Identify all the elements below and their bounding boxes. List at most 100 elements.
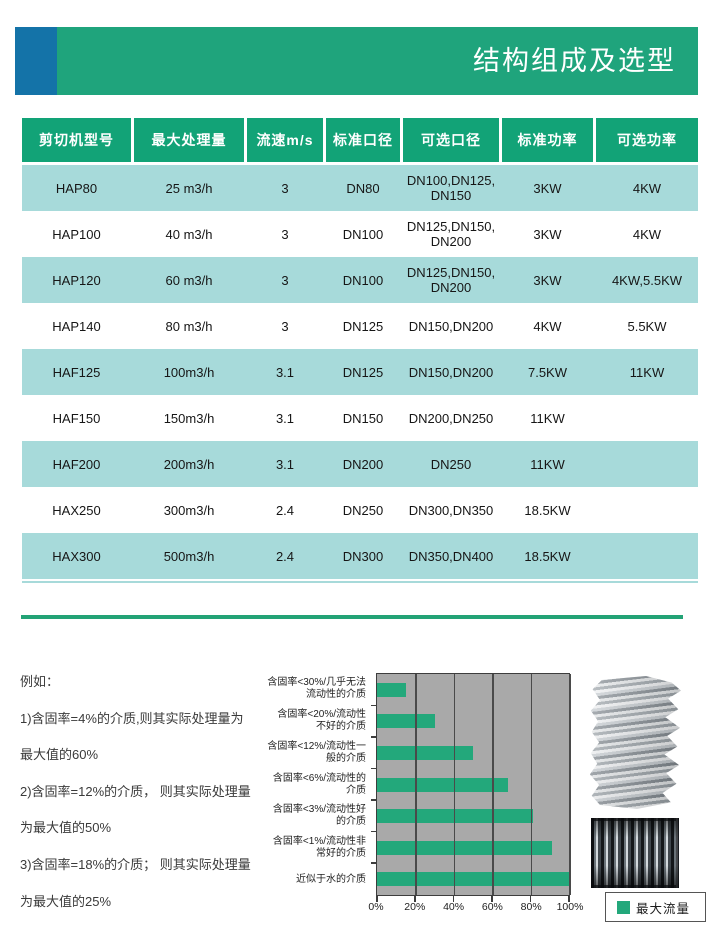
x-axis-label: 60% — [481, 901, 503, 913]
category-label: 近似于水的介质 — [256, 864, 370, 896]
table-cell: DN100,DN125, DN150 — [406, 173, 496, 203]
bar-slot — [377, 800, 569, 832]
category-label-line: 的介质 — [336, 816, 366, 828]
note-line: 2)含固率=12%的介质， 则其实际处理量 — [20, 783, 251, 799]
table-cell: HAP120 — [52, 272, 101, 288]
table-cell: DN150,DN200 — [408, 364, 494, 380]
note-line: 最大值的60% — [20, 747, 99, 763]
table-cell: 2.4 — [275, 502, 295, 518]
table-cell: 4KW — [632, 180, 662, 196]
table-cell: DN300 — [342, 548, 384, 564]
table-cell: 18.5KW — [524, 502, 571, 518]
table-cell: 11KW — [629, 364, 665, 380]
column-header: 标准口径 — [326, 118, 400, 162]
table-cell: HAF125 — [52, 364, 101, 380]
table-cell: 5.5KW — [627, 318, 667, 334]
table-row: HAF200 200m3/h 3.1 DN200 DN250 11KW — [22, 441, 698, 487]
table-cell: 300m3/h — [163, 502, 215, 518]
category-label: 含固率<20%/流动性 不好的介质 — [256, 705, 370, 737]
table-cell — [596, 487, 698, 533]
x-axis-tick — [568, 896, 570, 902]
table-cell: 500m3/h — [163, 548, 215, 564]
shredder-blades-photo — [591, 818, 679, 888]
table-cell: 100m3/h — [163, 364, 215, 380]
x-axis-label: 40% — [443, 901, 465, 913]
table-cell: DN200 — [342, 456, 384, 472]
table-cell — [596, 441, 698, 487]
category-label-line: 常好的介质 — [316, 848, 366, 860]
table-row: HAX300 500m3/h 2.4 DN300 DN350,DN400 18.5KW — [22, 533, 698, 579]
x-axis-tick — [491, 896, 493, 902]
value-bar — [377, 714, 435, 729]
table-cell: 11KW — [530, 456, 565, 472]
category-label-line: 含固率<6%/流动性的 — [272, 772, 366, 784]
table-cell: 3 — [281, 272, 289, 288]
table-cell: 3KW — [533, 180, 562, 196]
y-axis-tick — [371, 830, 377, 833]
note-line: 例如： — [20, 674, 60, 689]
table-cell: 3.1 — [275, 364, 295, 380]
category-label-line: 般的介质 — [326, 752, 366, 764]
x-axis-tick — [452, 896, 455, 902]
table-cell: 2.4 — [275, 548, 295, 564]
value-bar — [377, 840, 552, 855]
x-axis-label: 80% — [520, 901, 542, 913]
y-axis-tick — [371, 704, 377, 707]
category-label-line: 介质 — [346, 784, 366, 796]
gridline — [530, 674, 533, 895]
bar-slot — [377, 832, 569, 864]
column-header: 最大处理量 — [134, 118, 244, 162]
table-cell: DN100 — [342, 226, 384, 242]
category-label: 含固率<1%/流动性非 常好的介质 — [256, 832, 370, 864]
table-cell: 60 m3/h — [165, 272, 213, 288]
x-axis-label: 20% — [404, 901, 426, 913]
category-label: 含固率<12%/流动性一 般的介质 — [256, 737, 370, 769]
bar-slot — [377, 769, 569, 801]
table-row: HAF125 100m3/h 3.1 DN125 DN150,DN200 7.5KW 11K… — [22, 349, 698, 395]
column-header: 标准功率 — [502, 118, 593, 162]
chart-bars — [377, 674, 569, 895]
table-cell: 4KW — [632, 226, 662, 242]
chart-plot-area — [371, 673, 571, 902]
banner-accent-square — [15, 27, 57, 95]
table-cell: 150m3/h — [163, 410, 215, 426]
table-cell: 3KW — [533, 226, 562, 242]
section-divider — [21, 615, 683, 619]
table-row: HAP100 40 m3/h 3 DN100 DN125,DN150, DN200 3KW… — [22, 211, 698, 257]
table-cell: 3.1 — [275, 410, 295, 426]
table-cell: HAP140 — [52, 318, 101, 334]
table-cell: 11KW — [530, 410, 565, 426]
table-cell: 3 — [281, 180, 289, 196]
bar-slot — [377, 706, 569, 738]
table-cell: DN300,DN350 — [408, 502, 494, 518]
bar-slot — [377, 863, 569, 895]
table-row: HAP120 60 m3/h 3 DN100 DN125,DN150, DN200 3KW… — [22, 257, 698, 303]
cutter-stack-photo — [589, 676, 681, 809]
note-line: 1)含固率=4%的介质,则其实际处理量为 — [20, 710, 244, 726]
value-bar — [377, 872, 569, 887]
category-label-line: 近似于水的介质 — [296, 874, 366, 886]
table-cell: DN150 — [342, 410, 384, 426]
category-label-line: 含固率<1%/流动性非 — [272, 836, 366, 848]
table-row: HAP80 25 m3/h 3 DN80 DN100,DN125, DN150 3KW 4K… — [22, 165, 698, 211]
table-cell: DN80 — [346, 180, 380, 196]
chart-x-axis-labels: 0% 20% 40% 60% 80% 100% — [368, 901, 583, 915]
table-cell: 80 m3/h — [165, 318, 213, 334]
gridline — [453, 674, 456, 895]
table-cell: DN100 — [342, 272, 384, 288]
category-label: 含固率<30%/几乎无法 流动性的介质 — [256, 673, 370, 705]
chart-category-labels: 含固率<30%/几乎无法 流动性的介质 含固率<20%/流动性 不好的介质 含固率<12… — [256, 673, 370, 896]
table-cell: 18.5KW — [524, 548, 571, 564]
table-cell: 40 m3/h — [165, 226, 213, 242]
table-cell: 3.1 — [275, 456, 295, 472]
x-axis-tick — [529, 896, 532, 902]
table-cell — [596, 533, 698, 579]
table-cell — [596, 395, 698, 441]
y-axis-tick — [371, 862, 377, 864]
table-cell: 3 — [281, 318, 289, 334]
table-cell: 25 m3/h — [165, 180, 213, 196]
table-cell: DN125,DN150, DN200 — [406, 219, 496, 249]
table-cell: 7.5KW — [527, 364, 567, 380]
table-cell: HAP100 — [52, 226, 101, 242]
